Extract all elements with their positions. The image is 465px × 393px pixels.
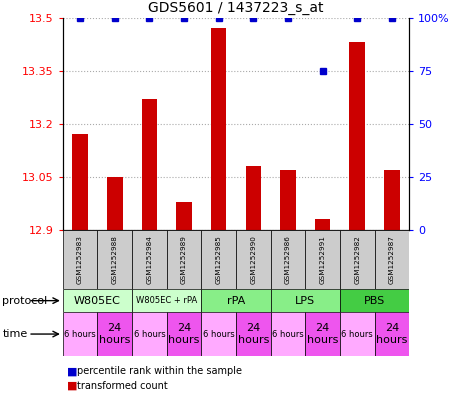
Bar [340,289,409,312]
Bar [271,230,305,289]
Bar [63,312,98,356]
Text: ■: ■ [67,366,78,376]
Text: PBS: PBS [364,296,385,306]
Bar [132,230,166,289]
Text: GSM1252988: GSM1252988 [112,235,118,284]
Text: protocol: protocol [2,296,47,306]
Text: 24
hours: 24 hours [238,323,269,345]
Text: 6 hours: 6 hours [64,330,96,338]
Bar [315,219,331,230]
Bar [132,289,201,312]
Bar [176,202,192,230]
Text: GSM1252990: GSM1252990 [250,235,256,284]
Bar [340,312,374,356]
Bar [98,230,132,289]
Bar [63,230,98,289]
Text: 6 hours: 6 hours [272,330,304,338]
Bar [141,99,157,230]
Text: rPA: rPA [227,296,245,306]
Bar [201,289,271,312]
Text: W805EC + rPA: W805EC + rPA [136,296,197,305]
Bar [132,312,166,356]
Text: GSM1252982: GSM1252982 [354,235,360,284]
Bar [107,177,123,230]
Text: GSM1252987: GSM1252987 [389,235,395,284]
Text: W805EC: W805EC [74,296,121,306]
Text: percentile rank within the sample: percentile rank within the sample [77,366,242,376]
Text: GSM1252986: GSM1252986 [285,235,291,284]
Text: 24
hours: 24 hours [376,323,407,345]
Bar [167,312,201,356]
Text: 24
hours: 24 hours [99,323,130,345]
Text: 24
hours: 24 hours [168,323,199,345]
Text: GSM1252984: GSM1252984 [146,235,153,284]
Bar [63,289,132,312]
Bar [271,312,305,356]
Text: 6 hours: 6 hours [133,330,165,338]
Text: 24
hours: 24 hours [307,323,338,345]
Bar [305,312,340,356]
Bar [305,230,340,289]
Text: GSM1252989: GSM1252989 [181,235,187,284]
Bar [201,312,236,356]
Bar [236,230,271,289]
Bar [246,166,261,230]
Bar [271,289,340,312]
Text: 6 hours: 6 hours [203,330,234,338]
Text: GSM1252991: GSM1252991 [319,235,326,284]
Bar [375,312,409,356]
Bar [375,230,409,289]
Bar [98,312,132,356]
Bar [349,42,365,230]
Bar [167,230,201,289]
Bar [384,170,400,230]
Bar [201,230,236,289]
Title: GDS5601 / 1437223_s_at: GDS5601 / 1437223_s_at [148,1,324,15]
Text: ■: ■ [67,381,78,391]
Text: transformed count: transformed count [77,381,167,391]
Bar [280,170,296,230]
Bar [340,230,374,289]
Bar [72,134,88,230]
Bar [211,28,226,230]
Text: time: time [2,329,27,339]
Text: 6 hours: 6 hours [341,330,373,338]
Text: LPS: LPS [295,296,315,306]
Text: GSM1252985: GSM1252985 [216,235,222,284]
Text: GSM1252983: GSM1252983 [77,235,83,284]
Bar [236,312,271,356]
